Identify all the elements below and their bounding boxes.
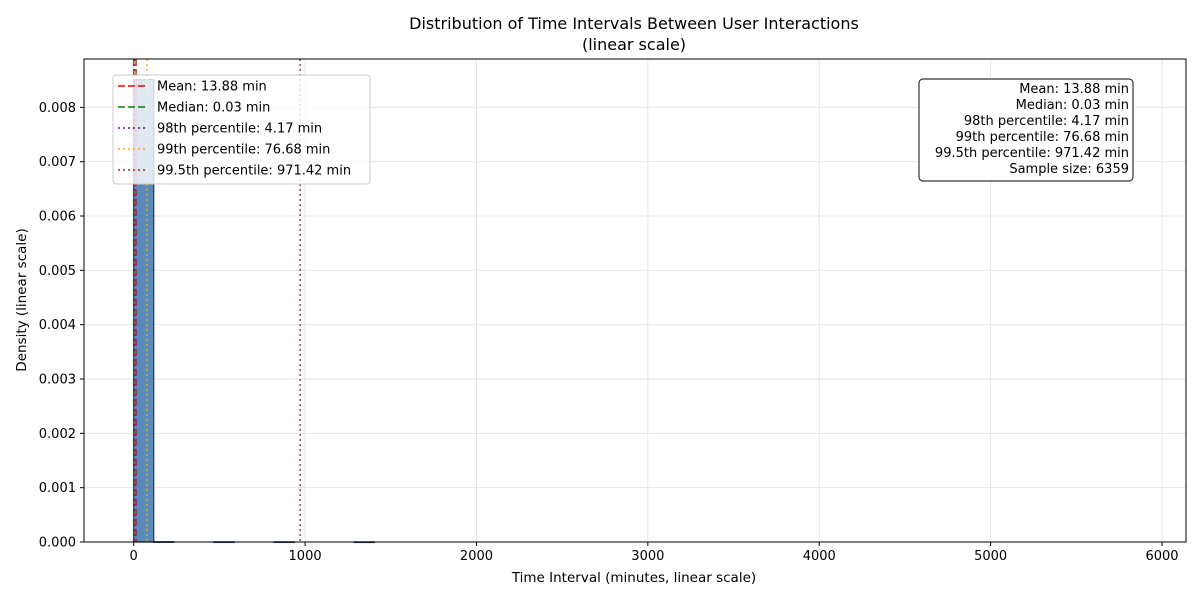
x-tick-label: 3000 (631, 549, 664, 564)
plot-frame (83, 58, 1187, 543)
stats-line: 99th percentile: 76.68 min (956, 130, 1129, 145)
stats-box-frame (918, 78, 1134, 182)
stats-line: 98th percentile: 4.17 min (964, 114, 1129, 129)
legend-entry: 99th percentile: 76.68 min (157, 143, 330, 158)
stats-line: 99.5th percentile: 971.42 min (935, 146, 1129, 161)
y-tick-label: 0.007 (39, 155, 76, 170)
y-axis-label: Density (linear scale) (14, 228, 30, 371)
legend: Mean: 13.88 min Median: 0.03 min 98th perc… (112, 74, 371, 185)
legend-box (112, 74, 371, 185)
chart-title: Distribution of Time Intervals Between U… (409, 14, 859, 33)
stats-line: Mean: 13.88 min (1019, 82, 1129, 97)
y-tick-label: 0.006 (39, 210, 76, 225)
y-tick-label: 0.008 (39, 101, 76, 116)
stats-line: Sample size: 6359 (1009, 162, 1129, 177)
x-tick-label: 1000 (289, 549, 322, 564)
y-tick-label: 0.003 (39, 373, 76, 388)
legend-entry: 98th percentile: 4.17 min (157, 122, 322, 137)
y-tick-label: 0.000 (39, 536, 76, 551)
legend-entry: Mean: 13.88 min (157, 80, 267, 95)
y-tick-label: 0.005 (39, 264, 76, 279)
y-tick-label: 0.004 (39, 318, 76, 333)
legend-entry: 99.5th percentile: 971.42 min (157, 164, 351, 179)
x-tick-label: 4000 (803, 549, 836, 564)
x-tick-label: 6000 (1145, 549, 1178, 564)
axis-ticks: 0 1000 2000 3000 4000 5000 6000 0.000 0.001 0.002… (39, 101, 1179, 564)
y-tick-label: 0.001 (39, 481, 76, 496)
stats-line: Median: 0.03 min (1016, 98, 1129, 113)
x-tick-label: 2000 (460, 549, 493, 564)
x-tick-label: 5000 (974, 549, 1007, 564)
legend-entry: Median: 0.03 min (157, 101, 270, 116)
x-tick-label: 0 (130, 549, 138, 564)
y-tick-label: 0.002 (39, 427, 76, 442)
chart-subtitle: (linear scale) (582, 35, 686, 54)
x-axis-label: Time Interval (minutes, linear scale) (511, 570, 756, 586)
